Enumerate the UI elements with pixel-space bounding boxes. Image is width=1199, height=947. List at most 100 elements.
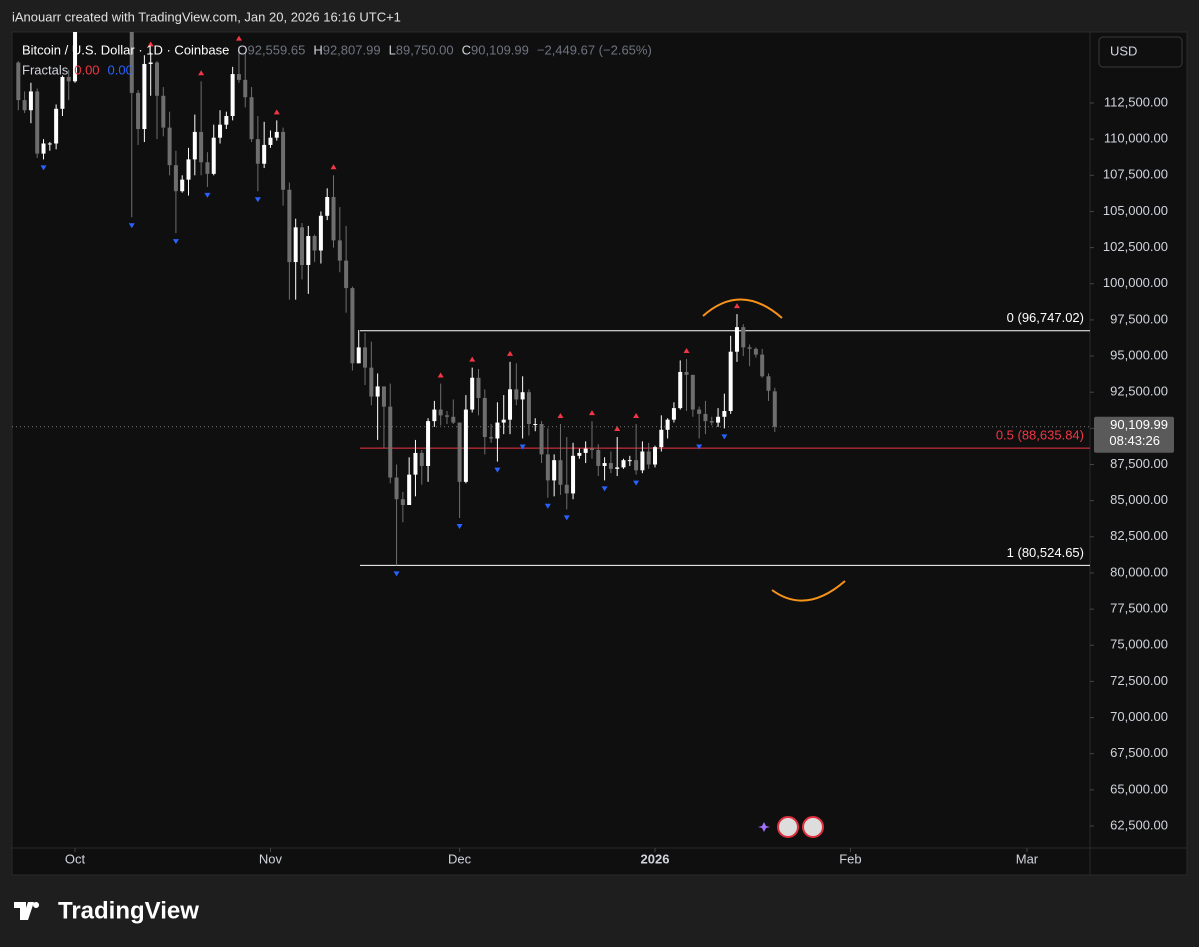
candle-body <box>318 215 323 251</box>
candle-body <box>627 460 632 462</box>
y-tick-label: 107,500.00 <box>1103 167 1168 182</box>
candle-body <box>325 196 330 216</box>
y-tick-label: 97,500.00 <box>1110 311 1168 326</box>
fractal-up <box>437 372 444 378</box>
candle-body <box>741 327 746 348</box>
candle-body <box>47 143 52 145</box>
fractal-down <box>721 434 728 440</box>
fractal-down <box>456 524 463 530</box>
candle-body <box>444 415 449 417</box>
fractal-down <box>601 486 608 492</box>
logo: TradingView <box>14 897 199 924</box>
symbol-name: Bitcoin / U.S. Dollar · 1D · Coinbase <box>22 42 229 57</box>
candle-body <box>274 131 279 138</box>
candle-body <box>211 137 216 174</box>
candle-body <box>186 159 191 180</box>
event-icon <box>777 816 799 838</box>
candle-body <box>407 474 412 505</box>
currency-button[interactable] <box>1098 36 1183 68</box>
candle-body <box>571 455 576 494</box>
candle-body <box>558 460 563 485</box>
candle-body <box>678 371 683 409</box>
fractal-up <box>683 347 690 353</box>
candle-body <box>66 76 71 82</box>
arc-drawing <box>702 298 783 319</box>
candle-body <box>501 419 506 423</box>
legend-key: L <box>389 42 396 57</box>
candle-body <box>608 463 613 469</box>
candle-body <box>199 131 204 163</box>
candle-body <box>709 421 714 423</box>
candle-body <box>35 91 40 154</box>
candle-body <box>482 397 487 438</box>
candle-body <box>564 484 569 494</box>
candle-body <box>432 409 437 422</box>
fractal-down <box>128 223 135 229</box>
fractal-down <box>494 467 501 473</box>
candle-body <box>753 348 758 355</box>
indicator-up: 0.00 <box>74 62 99 77</box>
candle-body <box>747 347 752 349</box>
candle-body <box>728 351 733 412</box>
candle-body <box>293 227 298 263</box>
candle-body <box>665 419 670 430</box>
candle-body <box>457 422 462 482</box>
currency-label[interactable]: USD <box>1110 43 1137 58</box>
candle-body <box>173 165 178 192</box>
y-tick-label: 82,500.00 <box>1110 528 1168 543</box>
candle-body <box>766 376 771 391</box>
candle-body <box>142 63 147 130</box>
candle-body <box>236 74 241 80</box>
x-tick-label: Feb <box>839 851 861 866</box>
candle-body <box>489 437 494 439</box>
fractal-up <box>273 109 280 115</box>
candle-body <box>369 367 374 397</box>
candle-body <box>363 347 368 368</box>
y-tick-label: 77,500.00 <box>1110 601 1168 616</box>
candle-body <box>60 76 65 109</box>
fractal-down <box>563 515 570 521</box>
candle-body <box>419 452 424 466</box>
candle-body <box>299 227 304 265</box>
candle-body <box>640 451 645 471</box>
candle-body <box>281 131 286 190</box>
candle-body <box>520 392 525 400</box>
x-tick-label: Nov <box>259 851 283 866</box>
candle-body <box>243 79 248 98</box>
candle-body <box>716 416 721 423</box>
candle-body <box>262 144 267 164</box>
candle-body <box>356 347 361 364</box>
x-tick-label: 2026 <box>641 851 670 866</box>
candle-body <box>539 424 544 455</box>
candle-body <box>28 91 33 111</box>
candle-body <box>218 124 223 138</box>
indicator-down: 0.00 <box>108 62 133 77</box>
candle-body <box>552 460 557 481</box>
fractal-up <box>557 413 564 419</box>
candle-body <box>577 452 582 456</box>
candle-body <box>161 95 166 128</box>
fractal-up <box>330 164 337 170</box>
fib-label: 0 (96,747.02) <box>1007 310 1084 325</box>
candle-body <box>621 460 626 468</box>
candle-body <box>526 392 531 425</box>
candle-body <box>344 260 349 289</box>
y-tick-label: 62,500.00 <box>1110 817 1168 832</box>
logo-icon <box>14 902 40 920</box>
last-price-label: 90,109.99 <box>1110 417 1168 432</box>
candle-body <box>545 454 550 481</box>
candle-body <box>400 499 405 505</box>
fractal-up <box>733 303 740 309</box>
plot-area <box>12 32 1090 577</box>
candle-body <box>73 32 78 82</box>
candle-body <box>287 189 292 263</box>
candle-body <box>41 143 46 154</box>
candle-body <box>312 236 317 251</box>
legend-value: 92,807.99 <box>323 42 381 57</box>
legend-value: 92,559.65 <box>247 42 305 57</box>
candle-body <box>495 422 500 439</box>
candle-body <box>589 448 594 451</box>
candle-body <box>268 137 273 145</box>
candle-body <box>684 371 689 375</box>
